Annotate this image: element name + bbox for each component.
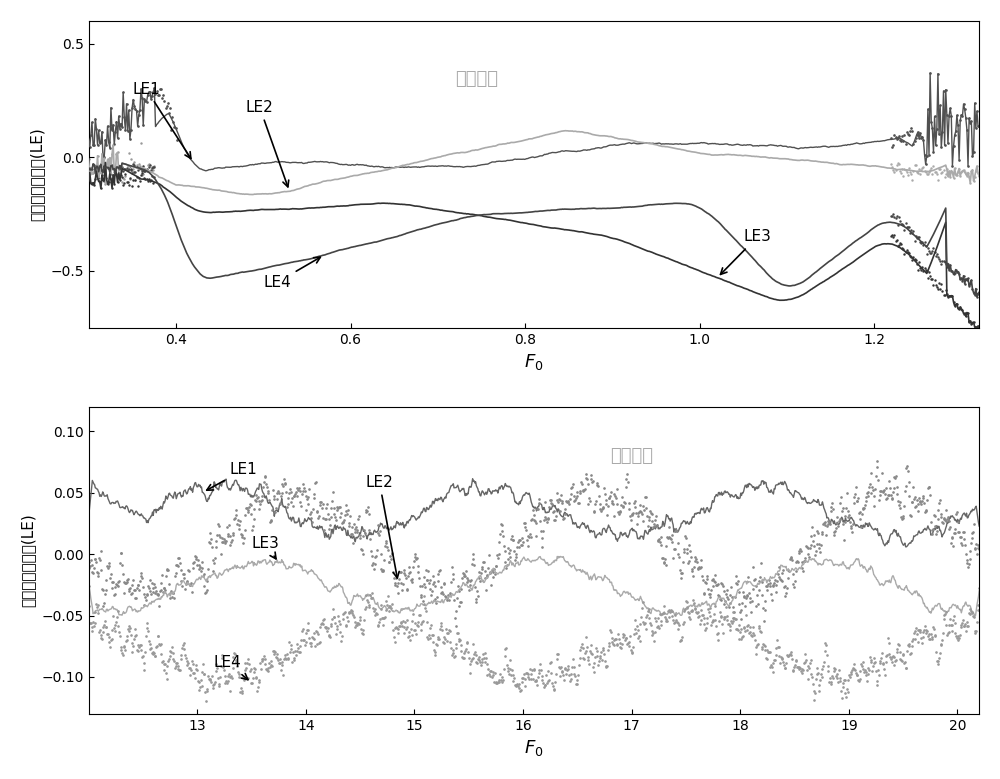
Text: 驱动系统: 驱动系统	[455, 70, 498, 89]
Text: LE3: LE3	[252, 536, 279, 559]
Y-axis label: 李雅普诺夫指数(LE): 李雅普诺夫指数(LE)	[30, 128, 45, 221]
Text: LE4: LE4	[214, 655, 248, 679]
Text: LE3: LE3	[720, 229, 771, 274]
X-axis label: $F_0$: $F_0$	[524, 738, 544, 758]
X-axis label: $F_0$: $F_0$	[524, 352, 544, 372]
Text: LE1: LE1	[207, 463, 258, 490]
Text: LE2: LE2	[366, 474, 399, 578]
Y-axis label: 李雅普诺夫指数(LE): 李雅普诺夫指数(LE)	[21, 513, 36, 607]
Text: LE1: LE1	[132, 82, 191, 158]
Text: LE4: LE4	[263, 257, 320, 290]
Text: LE2: LE2	[246, 100, 289, 187]
Text: 响应系统: 响应系统	[610, 447, 653, 465]
